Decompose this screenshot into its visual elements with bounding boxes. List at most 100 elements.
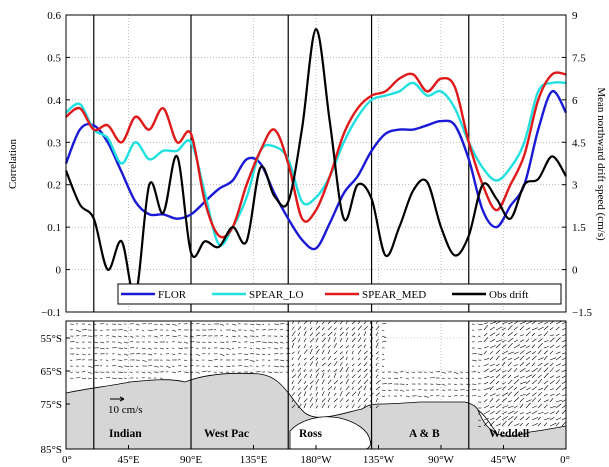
drift-vector: [507, 420, 513, 427]
drift-vector: [495, 368, 502, 373]
drift-vector: [483, 381, 489, 385]
drift-vector: [453, 389, 458, 391]
drift-vector: [495, 394, 500, 397]
drift-vector: [513, 423, 520, 427]
lon-tick-label: 180°W: [300, 454, 332, 466]
drift-vector: [543, 325, 549, 331]
drift-vector: [75, 377, 81, 379]
drift-vector: [363, 326, 368, 331]
drift-vector: [525, 331, 531, 337]
drift-vector: [87, 371, 93, 374]
drift-vector: [501, 327, 506, 331]
drift-vector: [519, 321, 527, 325]
drift-vector: [117, 371, 123, 373]
drift-vector: [489, 326, 495, 331]
drift-vector: [543, 346, 549, 349]
drift-vector: [135, 323, 140, 326]
drift-vector: [165, 335, 170, 337]
lon-tick-label: 45°E: [117, 454, 139, 466]
drift-vector: [375, 321, 379, 325]
drift-vector: [309, 345, 313, 349]
drift-vector: [519, 393, 526, 397]
drift-vector: [363, 392, 366, 397]
drift-vector: [339, 405, 343, 409]
drift-vector: [339, 321, 344, 325]
drift-vector: [381, 359, 385, 361]
drift-vector: [177, 323, 181, 325]
drift-vector: [471, 335, 476, 337]
drift-vector: [555, 345, 560, 349]
region-label-a-b: A & B: [409, 428, 440, 440]
y-tick-label: 0.2: [47, 180, 61, 192]
drift-vector: [297, 387, 301, 391]
drift-vector: [411, 371, 415, 374]
drift-vector: [309, 368, 313, 373]
series-line-spear-med: [65, 71, 567, 239]
drift-vector: [171, 335, 177, 337]
drift-vector: [555, 337, 561, 343]
drift-vector: [513, 405, 518, 409]
y-tick-label: 0.3: [47, 137, 61, 149]
drift-vector: [255, 371, 261, 373]
drift-vector: [255, 359, 259, 361]
y-tick-label: 0.5: [47, 52, 61, 64]
drift-vector: [195, 347, 199, 349]
drift-vector: [507, 379, 513, 385]
drift-vector: [363, 385, 367, 391]
drift-vector: [459, 389, 465, 391]
drift-vector: [489, 356, 494, 361]
drift-vector: [537, 342, 543, 349]
drift-vector: [129, 365, 134, 367]
drift-vector: [477, 371, 481, 374]
drift-vector: [303, 344, 307, 349]
drift-vector: [453, 383, 457, 386]
drift-vector: [555, 417, 562, 421]
drift-vector: [345, 350, 348, 355]
drift-vector: [309, 327, 313, 331]
drift-vector: [357, 362, 362, 367]
drift-vector: [525, 321, 532, 325]
drift-vector: [153, 335, 159, 338]
drift-vector: [471, 359, 477, 362]
drift-vector: [357, 325, 363, 331]
drift-vector: [363, 379, 369, 385]
drift-vector: [333, 321, 337, 325]
drift-vector: [267, 341, 273, 344]
drift-vector: [321, 356, 326, 361]
drift-vector: [531, 410, 538, 415]
drift-vector: [495, 349, 501, 355]
drift-vector: [531, 423, 538, 427]
drift-vector: [123, 353, 128, 356]
drift-vector: [291, 399, 294, 403]
drift-vector: [477, 341, 483, 343]
drift-vector: [117, 335, 122, 337]
drift-vector: [345, 366, 349, 373]
drift-vector: [303, 385, 308, 391]
drift-vector: [489, 379, 495, 385]
drift-vector: [351, 344, 355, 349]
drift-vector: [531, 386, 537, 391]
drift-vector: [279, 341, 284, 344]
drift-vector: [375, 368, 378, 373]
drift-vector: [363, 331, 367, 337]
drift-vector: [549, 357, 557, 361]
drift-vector: [201, 341, 206, 343]
drift-vector: [249, 323, 255, 325]
drift-vector: [543, 367, 549, 373]
map-lat-axis: 55°S 65°S 75°S 85°S: [40, 333, 70, 456]
drift-vector: [333, 380, 339, 385]
drift-vector: [99, 323, 105, 325]
map-lon-axis: 0° 45°E 90°E 135°E 180°W 135°W 90°W 45°W 0°: [62, 445, 570, 466]
drift-vector: [381, 329, 385, 331]
drift-vector: [315, 361, 318, 367]
drift-vector: [513, 356, 520, 361]
drift-vector: [123, 371, 127, 373]
drift-vector: [549, 344, 555, 349]
drift-vector: [129, 341, 134, 343]
drift-vector: [135, 365, 139, 368]
drift-vector: [351, 363, 355, 367]
drift-vector: [375, 405, 379, 409]
lat-tick-label: 55°S: [40, 333, 62, 345]
drift-vector: [519, 397, 525, 403]
drift-vector: [147, 347, 152, 350]
